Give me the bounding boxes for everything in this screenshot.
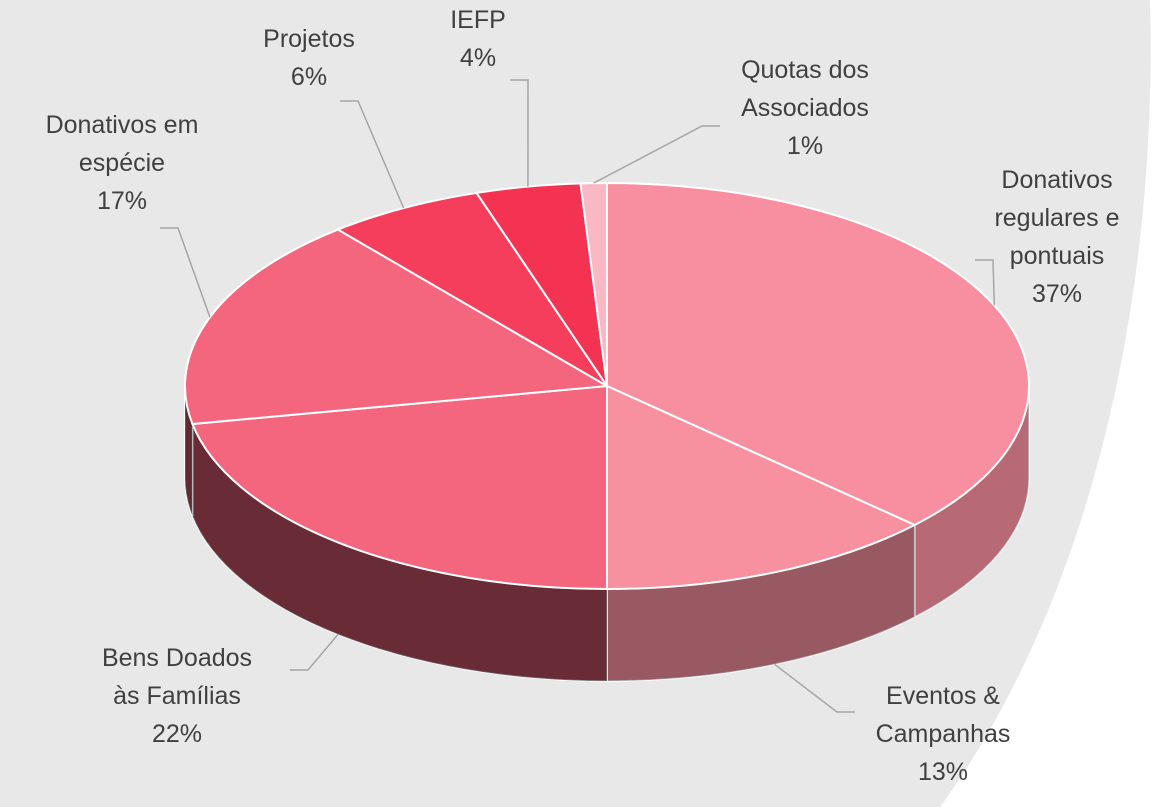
label-line: Associados [741, 94, 869, 122]
slice [191, 384, 608, 591]
label-line: Quotas dos [741, 56, 869, 84]
data-label: 4% [460, 44, 496, 72]
label-line: IEFP [450, 6, 506, 34]
label-line: Bens Doados [102, 644, 252, 672]
leader-line [160, 227, 211, 318]
category-label: IEFP [450, 6, 506, 34]
leader-line [340, 100, 405, 209]
side-shade [192, 424, 607, 681]
data-label: 1% [787, 132, 823, 160]
label-line: regulares e [994, 204, 1119, 232]
data-label: 37% [1032, 280, 1082, 308]
category-label: Donativos regulares e pontuais [994, 166, 1119, 270]
category-label: Quotas dos Associados [741, 56, 869, 122]
leader-line [593, 125, 720, 184]
slice [335, 191, 608, 387]
label-line: Eventos & [886, 682, 1000, 710]
category-label: Donativos em espécie [46, 111, 199, 177]
side-shade [185, 386, 193, 517]
side-shade [914, 386, 1030, 617]
leader-line [975, 259, 996, 306]
label-line: às Famílias [113, 682, 241, 710]
label-line: espécie [79, 149, 165, 177]
label-line: Donativos [1001, 166, 1112, 194]
label-line: Campanhas [876, 720, 1011, 748]
slice [184, 228, 611, 426]
data-label: 22% [152, 720, 202, 748]
data-label: 13% [918, 758, 968, 786]
side-shade [607, 524, 915, 681]
category-label: Eventos & Campanhas [876, 682, 1011, 748]
label-line: Projetos [263, 25, 355, 53]
leader-line [290, 633, 339, 671]
data-label: 17% [97, 187, 147, 215]
label-line: pontuais [1010, 242, 1105, 270]
data-label: 6% [291, 63, 327, 91]
category-label: Projetos [263, 25, 355, 53]
label-line: Donativos em [46, 111, 199, 139]
leader-line [510, 79, 529, 187]
category-label: Bens Doados às Famílias [102, 644, 252, 710]
leader-line [774, 663, 855, 713]
slice [579, 181, 608, 387]
slice [606, 384, 917, 591]
